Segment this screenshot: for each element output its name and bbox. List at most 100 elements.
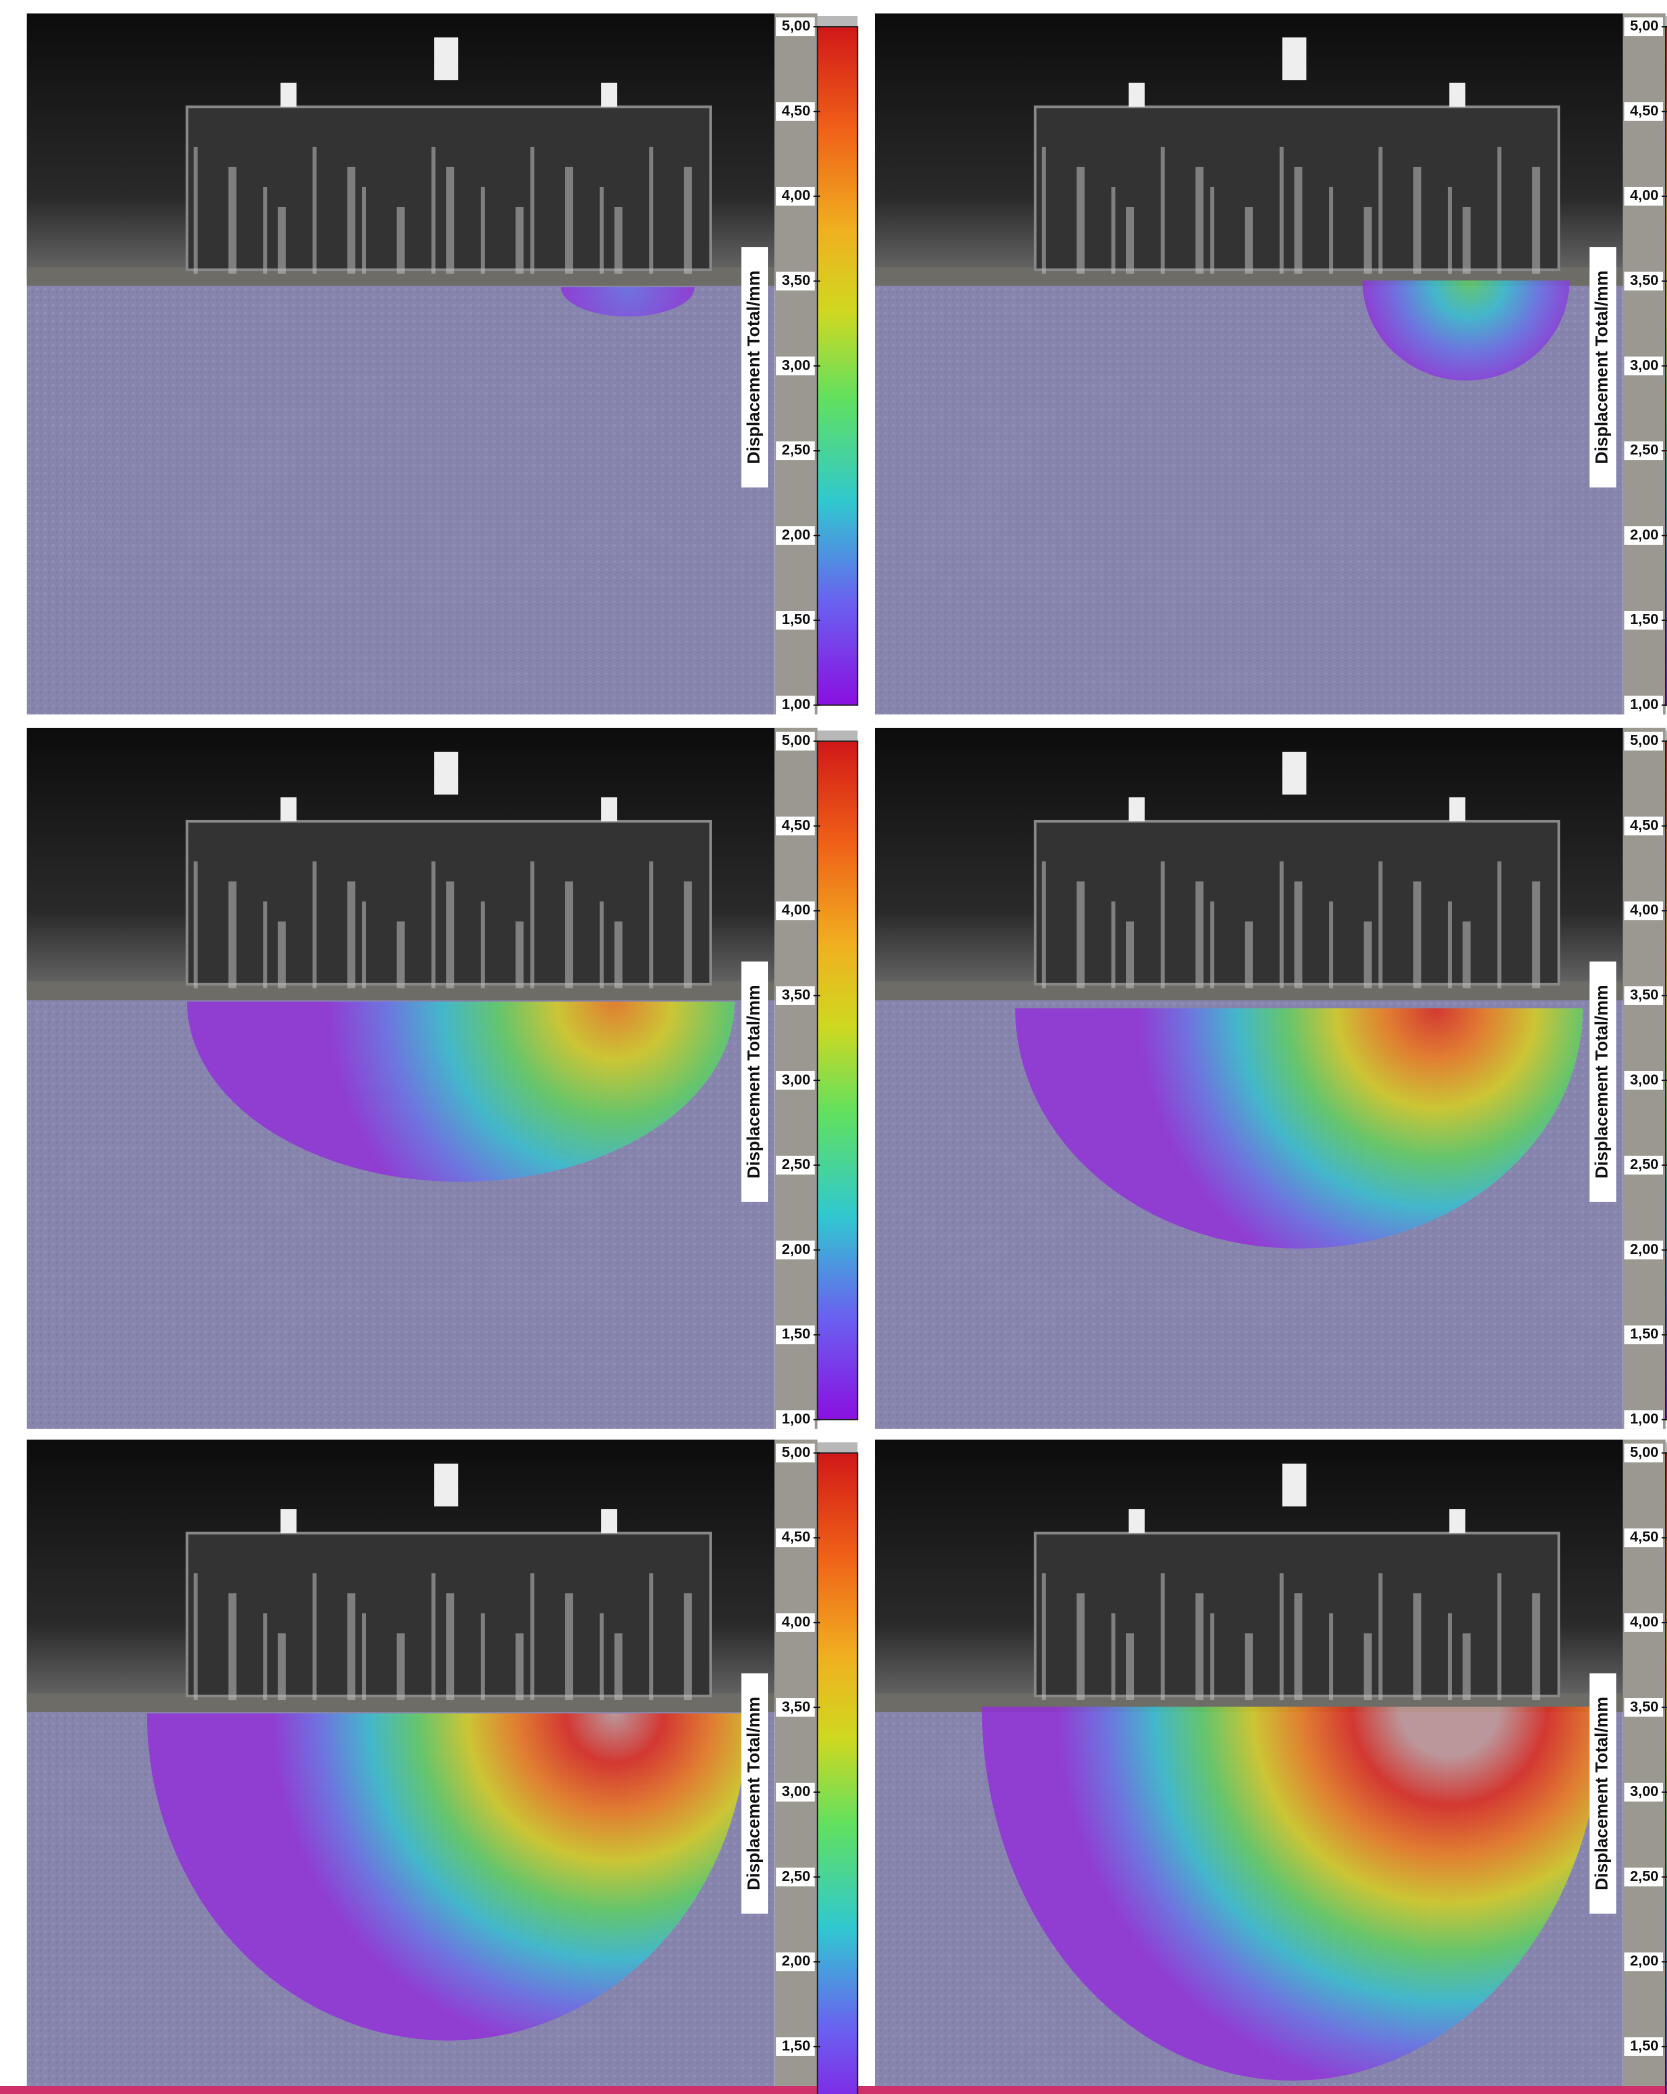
light (280, 797, 297, 822)
streak (312, 1573, 317, 1701)
tick-label-bg (776, 102, 815, 121)
light (1128, 797, 1145, 822)
streak (1126, 206, 1135, 274)
tick-label: 3,50 (1630, 1699, 1659, 1715)
streak (565, 1593, 574, 1701)
light (1282, 1463, 1307, 1507)
tick-label-bg (776, 1240, 815, 1260)
tick-label: 4,00 (782, 1614, 811, 1630)
streak (1279, 146, 1284, 274)
streak (361, 186, 366, 274)
tick-label: 3,00 (1630, 1784, 1659, 1800)
streak (1329, 1613, 1334, 1701)
tick-label-bg (776, 271, 815, 291)
streak (431, 861, 436, 989)
streak (1447, 186, 1452, 274)
streak (1111, 186, 1116, 274)
tick-label: 3,00 (782, 1072, 811, 1088)
streak (1462, 1633, 1471, 1701)
panel: 5,00 4,50 4,00 3,50 3,00 2,50 2,00 1,50 Displace… (26, 1439, 859, 2094)
streak (1329, 186, 1334, 274)
colorbar-cap (817, 730, 858, 742)
streak (1497, 1573, 1502, 1701)
tick-label: 5,00 (782, 19, 811, 35)
colorbar-label-bg (741, 1673, 769, 1914)
streak (347, 166, 356, 274)
tick-label-bg (1624, 271, 1663, 291)
rubble (26, 1693, 775, 1713)
tick-label-bg (776, 1528, 815, 1548)
displacement-zone (1015, 1008, 1583, 1249)
streak (515, 1633, 524, 1701)
streak (1076, 881, 1085, 989)
streak (683, 166, 692, 274)
tick-label: 4,00 (1630, 188, 1659, 204)
colorbar-label-bg (741, 961, 769, 1202)
colorbar (816, 1452, 859, 2094)
streak (480, 186, 485, 274)
streak (1160, 861, 1165, 989)
tick-label: 2,50 (782, 1157, 811, 1173)
colorbar (816, 26, 859, 706)
tick-label-bg (1624, 1782, 1663, 1802)
streak (1363, 206, 1372, 274)
streak (446, 881, 455, 989)
tick-label: 3,00 (1630, 1072, 1659, 1088)
tick-label-bg (1624, 186, 1663, 206)
colorbar-label: Displacement Total/mm (743, 270, 763, 464)
streak (193, 861, 198, 989)
tick-label: 4,00 (1630, 903, 1659, 919)
streak (396, 1633, 405, 1701)
photo (874, 727, 1623, 1429)
streak (1413, 881, 1422, 989)
streak (1378, 146, 1383, 274)
tick-label-bg (776, 1952, 815, 1972)
streak (1126, 1633, 1135, 1701)
tick-label: 3,00 (782, 358, 811, 374)
tick-label-bg (776, 186, 815, 206)
streak (1447, 1613, 1452, 1701)
streak (263, 901, 268, 989)
tick-label-bg (1624, 1613, 1663, 1632)
streak (614, 921, 623, 989)
light (601, 82, 618, 107)
tick-strip (774, 1439, 818, 2086)
tick-label-bg (776, 1155, 815, 1175)
colorbar-label: Displacement Total/mm (1591, 270, 1611, 464)
streak (1160, 1573, 1165, 1701)
tick-label-bg (1624, 1867, 1663, 1887)
streak (277, 206, 286, 274)
tick-label: 3,50 (782, 1699, 811, 1715)
streak (396, 206, 405, 274)
tick-label: 1,50 (782, 2038, 811, 2054)
tick-label-bg (1624, 1698, 1663, 1717)
tick-label: 5,00 (1630, 19, 1659, 35)
streak (1244, 921, 1253, 989)
tick-label: 1,00 (1630, 697, 1659, 713)
streak (1532, 166, 1541, 274)
tick-label-bg (776, 901, 815, 921)
colorbar-label-bg (1589, 961, 1617, 1202)
light (601, 797, 618, 822)
light (1282, 37, 1307, 81)
streak (1041, 1573, 1046, 1701)
streak (361, 1613, 366, 1701)
tick-label-bg (1624, 1155, 1663, 1175)
streak (565, 881, 574, 989)
colorbar (816, 740, 859, 1421)
tick-label: 3,50 (1630, 987, 1659, 1003)
tick-label-bg (1624, 1240, 1663, 1260)
streak (228, 881, 237, 989)
tick-label: 4,00 (782, 903, 811, 919)
streak (649, 1573, 654, 1701)
streak (228, 1593, 237, 1701)
streak (263, 1613, 268, 1701)
streak (1294, 1593, 1303, 1701)
displacement-zone (1362, 280, 1570, 381)
tick-label-bg (776, 610, 815, 630)
tick-label: 5,00 (782, 733, 811, 749)
tick-label: 1,50 (1630, 612, 1659, 628)
streak (193, 146, 198, 274)
tick-label-bg (1624, 2037, 1663, 2056)
light (601, 1509, 618, 1534)
